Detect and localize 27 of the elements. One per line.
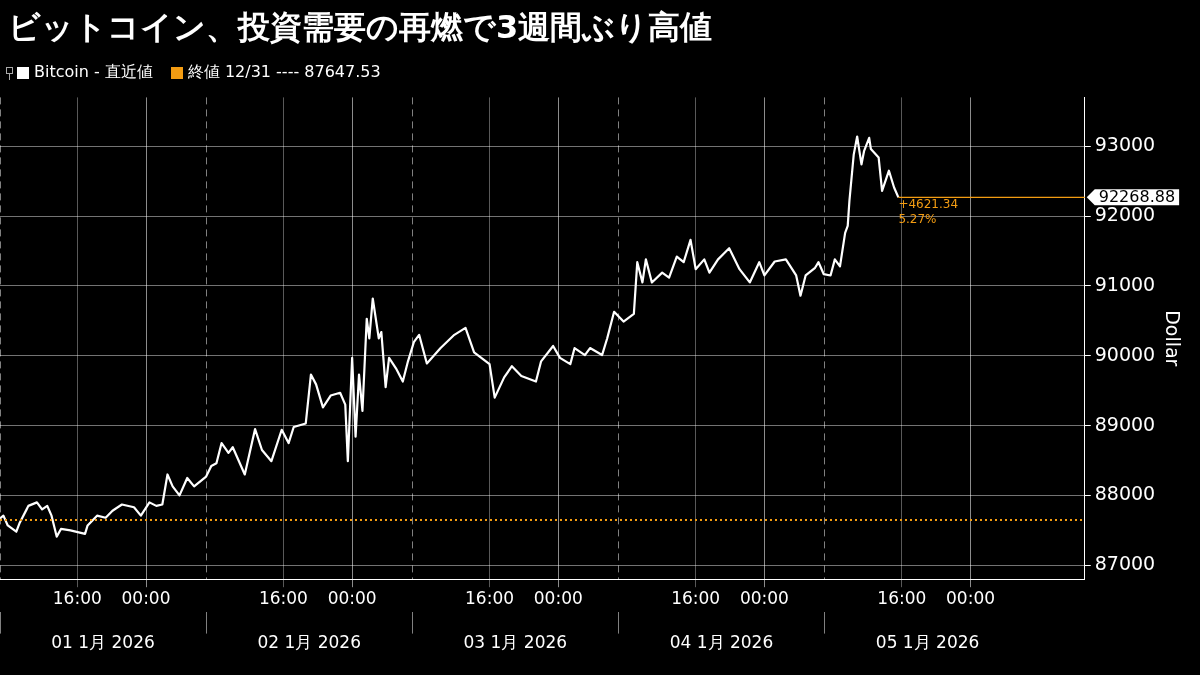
x-tick-label: 16:00 [671, 587, 721, 608]
x-tick-label: 16:00 [465, 587, 515, 608]
x-tick-label: 00:00 [946, 587, 996, 608]
legend-label: 終値 12/31 ---- 87647.53 [187, 62, 381, 83]
x2-tick-label: 01 1月 2026 [51, 632, 155, 653]
x-tick-label: 00:00 [533, 587, 583, 608]
chart-title: ビットコイン、投資需要の再燃で3週間ぶり高値 [8, 7, 713, 48]
legend-label: Bitcoin - 直近値 [34, 62, 153, 83]
x-tick-label: 16:00 [258, 587, 308, 608]
x2-tick-label: 02 1月 2026 [257, 632, 361, 653]
annotation: 5.27% [898, 212, 937, 227]
x-tick-label: 16:00 [52, 587, 102, 608]
x2-tick-label: 03 1月 2026 [463, 632, 568, 653]
x2-tick-label: 04 1月 2026 [669, 632, 774, 653]
y-tick-label: 90000 [1094, 342, 1156, 365]
y-axis-title: Dollar [1161, 310, 1184, 367]
x2-tick-label: 05 1月 2026 [875, 632, 980, 653]
x-tick-label: 16:00 [877, 587, 927, 608]
annotation: +4621.34 [898, 197, 959, 212]
x-tick-label: 00:00 [739, 587, 789, 608]
y-tick-label: 93000 [1094, 133, 1156, 156]
x-tick-label: 00:00 [121, 587, 171, 608]
x-tick-label: 00:00 [327, 587, 377, 608]
y-tick-label: 89000 [1094, 412, 1156, 435]
y-tick-label: 91000 [1094, 272, 1156, 295]
y-tick-label: 87000 [1094, 552, 1156, 575]
y-tick-label: 88000 [1094, 482, 1156, 505]
